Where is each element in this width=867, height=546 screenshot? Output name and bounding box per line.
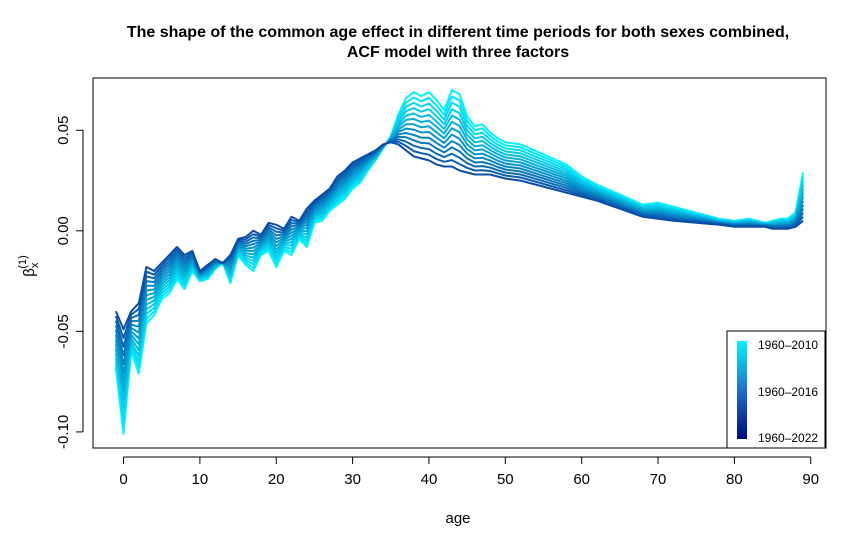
- y-tick-label: -0.05: [55, 314, 72, 348]
- series-line: [114, 141, 804, 331]
- series-group: [114, 89, 805, 435]
- legend-label-2016: 1960–2016: [758, 385, 818, 399]
- x-tick-label: 90: [802, 471, 819, 488]
- y-axis: -0.10 -0.05 0.00 0.05: [55, 116, 84, 449]
- x-tick-label: 40: [421, 471, 438, 488]
- x-axis: 0 10 20 30 40 50 60 70 80 90: [119, 456, 819, 488]
- series-line: [114, 117, 805, 392]
- x-tick-label: 50: [497, 471, 514, 488]
- series-line: [114, 123, 805, 383]
- x-tick-label: 10: [192, 471, 209, 488]
- series-line: [114, 107, 805, 409]
- x-tick-label: 0: [119, 471, 127, 488]
- x-tick-label: 60: [573, 471, 590, 488]
- legend-label-2022: 1960–2022: [758, 431, 818, 445]
- y-tick-label: -0.10: [55, 415, 72, 449]
- y-axis-label-sub: x: [29, 262, 41, 268]
- y-tick-label: 0.00: [55, 216, 72, 245]
- x-axis-label: age: [445, 510, 470, 527]
- y-tick-label: 0.05: [55, 116, 72, 145]
- x-tick-label: 80: [726, 471, 743, 488]
- plot-frame: [92, 77, 827, 449]
- x-tick-label: 70: [650, 471, 667, 488]
- y-axis-label-sup: (1): [17, 255, 29, 268]
- y-axis-label: βx(1): [17, 255, 41, 277]
- chart-title-line1: The shape of the common age effect in di…: [127, 24, 789, 41]
- legend-label-2010: 1960–2010: [758, 338, 818, 352]
- legend-colorbar: [737, 341, 747, 439]
- series-line: [114, 127, 805, 374]
- series-line: [114, 112, 805, 401]
- legend: 1960–2010 1960–2016 1960–2022: [726, 330, 826, 449]
- x-tick-label: 20: [268, 471, 285, 488]
- y-axis-label-base: β: [21, 268, 38, 277]
- series-line: [114, 101, 805, 418]
- x-tick-label: 30: [344, 471, 361, 488]
- svg-text:βx(1): βx(1): [17, 255, 41, 277]
- series-line: [114, 132, 805, 366]
- chart-title-line2: ACF model with three factors: [347, 44, 569, 61]
